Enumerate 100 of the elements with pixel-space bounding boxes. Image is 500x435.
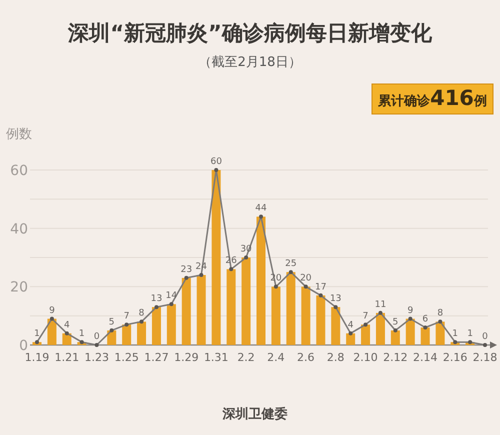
data-label: 8 [437,308,444,319]
xtick: 2.4 [267,351,285,364]
data-label: 13 [150,294,162,304]
bar [406,318,415,345]
point [124,322,129,327]
point [304,284,308,289]
total-box: 累计确诊416例 [372,84,494,114]
point [110,328,114,332]
data-label: 17 [315,282,326,292]
bar [182,278,191,345]
point [80,340,84,344]
xtick: 1.29 [174,351,199,364]
bar [346,333,356,345]
bar [361,324,370,345]
ytick: 60 [10,163,28,179]
point [393,328,398,332]
xtick: 2.2 [237,351,255,364]
bar [137,322,146,345]
bar [47,318,56,345]
point [214,168,218,172]
xtick: 2.18 [472,351,498,364]
ytick: 20 [10,280,28,296]
point [259,214,263,219]
data-label: 0 [482,332,488,342]
xtick: 2.8 [326,351,344,364]
bar [286,272,296,345]
bar [390,330,400,345]
bar [212,170,221,345]
data-label: 23 [180,264,192,275]
xtick: 1.31 [204,351,228,364]
point [154,305,158,310]
point [334,305,338,310]
subtitle: （截至2月18日） [198,55,302,70]
data-label: 13 [330,294,342,304]
bar [166,304,176,345]
data-label: 0 [94,332,100,342]
bar [256,216,266,345]
bar [226,269,236,345]
ytick: 40 [10,221,28,238]
bar [196,275,206,345]
data-label: 11 [374,300,386,310]
data-label: 7 [362,312,368,322]
data-label: 60 [210,157,222,167]
xtick: 1.23 [84,351,109,364]
point [199,273,204,277]
point [94,343,99,347]
point [169,302,174,306]
point [423,326,428,330]
point [364,322,368,327]
data-label: 1 [34,329,40,340]
bar [242,258,251,345]
data-label: 1 [452,329,458,340]
xtick: 2.6 [297,351,315,364]
point [468,340,472,344]
ylabel: 例数 [6,127,32,142]
xtick: 2.14 [413,351,438,364]
source: 深圳卫健委 [222,407,288,422]
data-label: 8 [138,308,145,319]
point [348,331,353,336]
ytick: 0 [19,338,28,354]
title: 深圳“新冠肺炎”确诊病例每日新增变化 [68,21,432,45]
point [288,270,293,274]
data-label: 7 [124,312,130,322]
xtick: 1.25 [114,351,139,364]
bar [301,286,310,345]
data-label: 9 [407,306,414,316]
bar [436,322,445,345]
data-label: 4 [348,320,354,330]
point [483,343,487,347]
data-label: 20 [300,274,312,284]
bar [152,307,161,345]
point [438,320,442,324]
data-label: 5 [108,317,115,328]
bar [122,324,132,345]
point [64,331,69,336]
xtick: 2.10 [353,351,378,364]
point [50,316,54,321]
point [318,293,323,298]
bar [331,307,340,345]
point [244,256,248,260]
point [184,276,188,280]
point [140,320,144,324]
xtick: 2.16 [442,351,468,364]
bar [271,286,280,345]
point [408,316,412,321]
xtick: 1.21 [54,351,80,364]
point [453,340,458,344]
bar [376,312,385,345]
data-label: 1 [467,329,473,340]
data-label: 25 [285,259,297,270]
data-label: 6 [422,314,428,324]
data-label: 5 [392,317,398,328]
data-label: 1 [78,329,85,340]
xtick: 2.12 [383,351,408,364]
point [274,284,278,289]
point [229,267,234,272]
xtick: 1.27 [144,351,169,364]
point [378,310,382,315]
bar [420,328,430,345]
point [35,340,39,344]
